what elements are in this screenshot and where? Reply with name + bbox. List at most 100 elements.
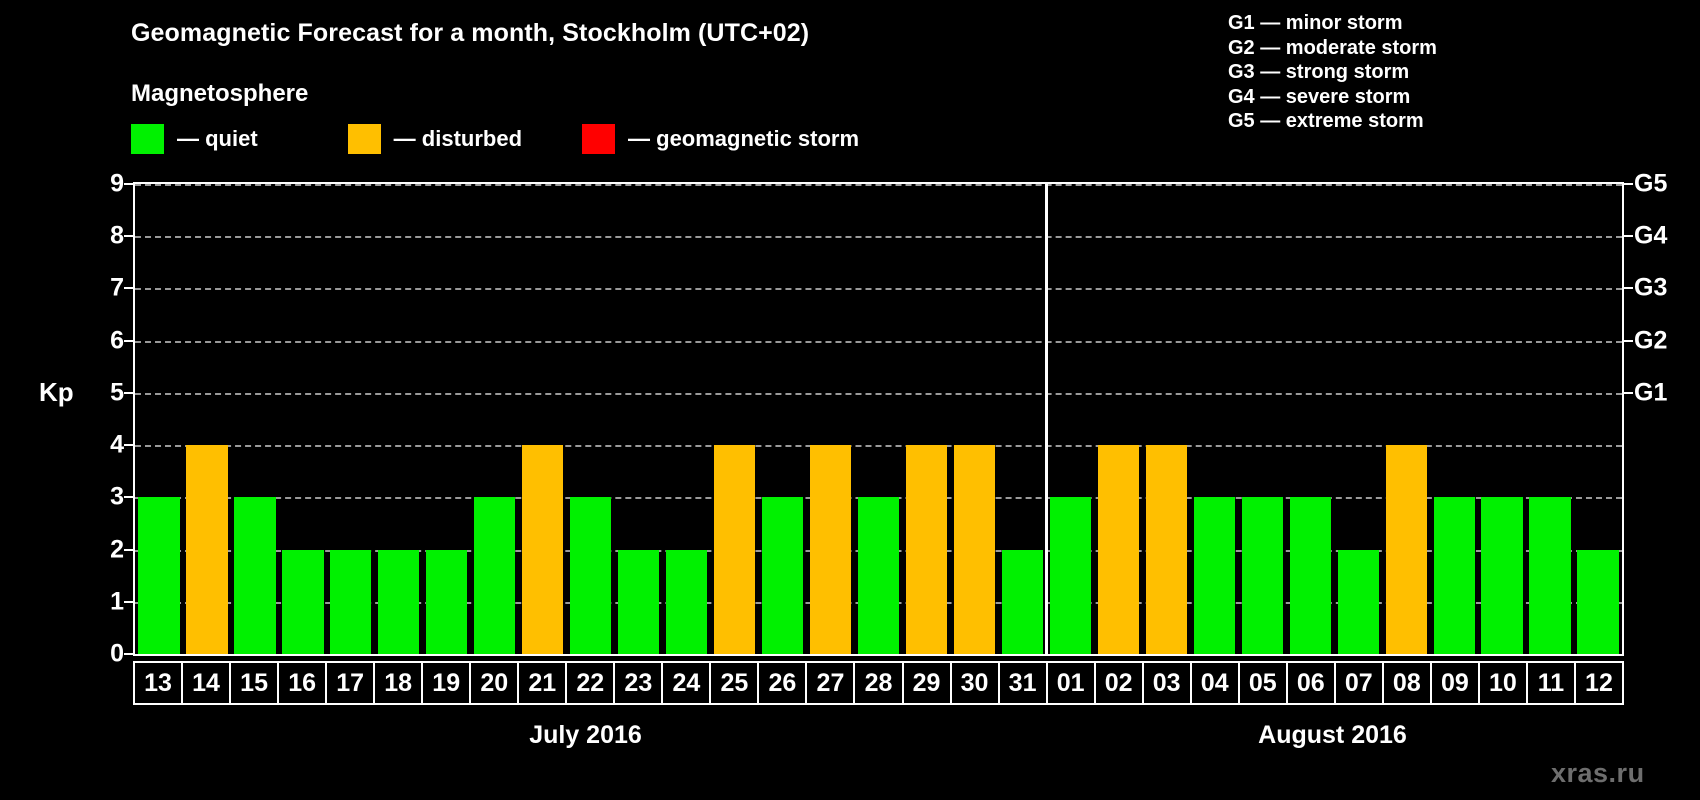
- g-legend-row-1: G1 — minor storm: [1228, 12, 1403, 34]
- bar-10[interactable]: [1481, 497, 1523, 654]
- day-label-16[interactable]: 16: [279, 663, 328, 703]
- day-label-02[interactable]: 02: [1096, 663, 1144, 703]
- bar-20[interactable]: [474, 497, 516, 654]
- bar-18[interactable]: [378, 549, 420, 654]
- day-label-14[interactable]: 14: [183, 663, 232, 703]
- day-label-11[interactable]: 11: [1528, 663, 1576, 703]
- bar-22[interactable]: [570, 497, 612, 654]
- bar-14[interactable]: [186, 445, 228, 654]
- bar-12[interactable]: [1577, 549, 1619, 654]
- g-axis-labels: G5 G4 G3 G2 G1: [1634, 171, 1700, 656]
- bar-16[interactable]: [282, 549, 324, 654]
- bar-24[interactable]: [666, 549, 708, 654]
- day-label-12[interactable]: 12: [1585, 668, 1613, 697]
- day-label-31[interactable]: 31: [1000, 663, 1048, 703]
- bar-21[interactable]: [522, 445, 564, 654]
- day-label-30[interactable]: 30: [952, 663, 1000, 703]
- day-label-08[interactable]: 08: [1384, 663, 1432, 703]
- bar-01[interactable]: [1049, 497, 1092, 654]
- bar-slot-05[interactable]: [1238, 184, 1286, 654]
- bar-31[interactable]: [1001, 549, 1044, 654]
- bar-07[interactable]: [1337, 549, 1379, 654]
- bar-slot-30[interactable]: [950, 184, 998, 654]
- bar-29[interactable]: [905, 445, 948, 654]
- day-label-26[interactable]: 26: [759, 663, 808, 703]
- bar-slot-07[interactable]: [1334, 184, 1382, 654]
- bar-17[interactable]: [330, 549, 372, 654]
- day-label-22[interactable]: 22: [567, 663, 616, 703]
- bar-13[interactable]: [138, 497, 180, 654]
- bar-slot-15[interactable]: [231, 184, 279, 654]
- bar-06[interactable]: [1289, 497, 1331, 654]
- bar-slot-09[interactable]: [1430, 184, 1478, 654]
- bar-08[interactable]: [1385, 445, 1427, 654]
- bar-slot-24[interactable]: [663, 184, 711, 654]
- day-label-17[interactable]: 17: [327, 663, 376, 703]
- day-label-24[interactable]: 24: [663, 663, 712, 703]
- day-label-01[interactable]: 01: [1048, 663, 1096, 703]
- bar-09[interactable]: [1433, 497, 1475, 654]
- day-label-25[interactable]: 25: [711, 663, 760, 703]
- bar-slot-16[interactable]: [279, 184, 327, 654]
- bar-slot-31[interactable]: [998, 184, 1046, 654]
- bar-slot-10[interactable]: [1478, 184, 1526, 654]
- bar-slot-03[interactable]: [1142, 184, 1190, 654]
- bar-15[interactable]: [234, 497, 276, 654]
- bar-27[interactable]: [809, 445, 852, 654]
- day-label-23[interactable]: 23: [615, 663, 664, 703]
- bar-slot-04[interactable]: [1190, 184, 1238, 654]
- day-label-29[interactable]: 29: [904, 663, 952, 703]
- y-tick-label-8: 8: [110, 221, 124, 250]
- day-label-06[interactable]: 06: [1288, 663, 1336, 703]
- day-label-19[interactable]: 19: [423, 663, 472, 703]
- bar-slot-02[interactable]: [1094, 184, 1142, 654]
- day-label-18[interactable]: 18: [375, 663, 424, 703]
- bar-slot-01[interactable]: [1046, 184, 1094, 654]
- day-label-13[interactable]: 13: [135, 663, 184, 703]
- day-label-27[interactable]: 27: [807, 663, 856, 703]
- bar-slot-29[interactable]: [903, 184, 951, 654]
- day-label-04[interactable]: 04: [1192, 663, 1240, 703]
- bar-slot-21[interactable]: [519, 184, 567, 654]
- bar-slot-14[interactable]: [183, 184, 231, 654]
- bar-slot-18[interactable]: [375, 184, 423, 654]
- bar-slot-19[interactable]: [423, 184, 471, 654]
- bar-11[interactable]: [1529, 497, 1571, 654]
- bar-slot-06[interactable]: [1286, 184, 1334, 654]
- bar-slot-11[interactable]: [1526, 184, 1574, 654]
- bar-02[interactable]: [1097, 445, 1139, 654]
- bar-30[interactable]: [953, 445, 996, 654]
- bar-slot-13[interactable]: [135, 184, 183, 654]
- day-label-07[interactable]: 07: [1336, 663, 1384, 703]
- bar-04[interactable]: [1193, 497, 1235, 654]
- bar-slot-25[interactable]: [711, 184, 759, 654]
- day-label-21[interactable]: 21: [519, 663, 568, 703]
- bar-slot-23[interactable]: [615, 184, 663, 654]
- bar-25[interactable]: [713, 445, 756, 654]
- g-legend-row-2: G2 — moderate storm: [1228, 36, 1437, 59]
- day-label-03[interactable]: 03: [1144, 663, 1192, 703]
- bar-23[interactable]: [618, 549, 660, 654]
- bar-slot-08[interactable]: [1382, 184, 1430, 654]
- bar-19[interactable]: [426, 549, 468, 654]
- bar-slot-12[interactable]: [1574, 184, 1622, 654]
- bar-slot-22[interactable]: [567, 184, 615, 654]
- g-scale-legend: G1 — minor storm G2 — moderate storm G3 — …: [1228, 11, 1437, 134]
- bar-26[interactable]: [761, 497, 804, 654]
- bar-slot-17[interactable]: [327, 184, 375, 654]
- bar-05[interactable]: [1241, 497, 1283, 654]
- bar-slot-28[interactable]: [855, 184, 903, 654]
- bar-slot-20[interactable]: [471, 184, 519, 654]
- day-label-15[interactable]: 15: [231, 663, 280, 703]
- day-label-20[interactable]: 20: [471, 663, 520, 703]
- day-label-10[interactable]: 10: [1480, 663, 1528, 703]
- day-label-09[interactable]: 09: [1432, 663, 1480, 703]
- bar-slot-26[interactable]: [759, 184, 807, 654]
- day-label-05[interactable]: 05: [1240, 663, 1288, 703]
- day-label-28[interactable]: 28: [855, 663, 904, 703]
- bar-slot-27[interactable]: [807, 184, 855, 654]
- gridline-kp-4: [135, 445, 1622, 448]
- g-tick-label-G5: G5: [1634, 169, 1668, 198]
- bar-28[interactable]: [857, 497, 900, 654]
- bar-03[interactable]: [1145, 445, 1187, 654]
